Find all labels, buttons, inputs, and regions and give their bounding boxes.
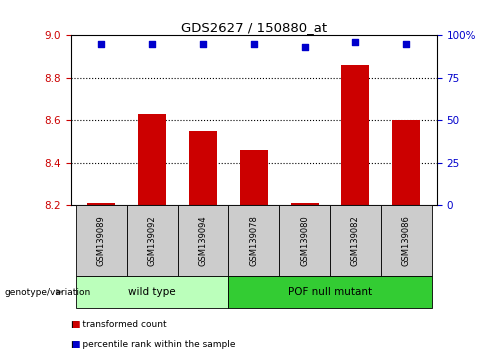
Text: GSM139094: GSM139094 [199,215,207,266]
Point [97,41,105,47]
Text: ■: ■ [71,340,79,349]
Bar [127,205,178,276]
Bar [228,205,279,276]
Bar [87,203,115,205]
Bar [178,205,228,276]
Bar [291,203,319,205]
Text: GSM139092: GSM139092 [147,215,157,266]
Bar [76,276,228,308]
Text: GSM139086: GSM139086 [402,215,411,266]
Text: GSM139080: GSM139080 [300,215,309,266]
Bar [189,131,217,205]
Text: wild type: wild type [128,287,176,297]
Title: GDS2627 / 150880_at: GDS2627 / 150880_at [181,21,327,34]
Text: ■ transformed count: ■ transformed count [71,320,166,329]
Bar [240,150,268,205]
Bar [228,276,432,308]
Bar [279,205,330,276]
Point [199,41,207,47]
Text: GSM139082: GSM139082 [351,215,360,266]
Bar [138,114,166,205]
Bar [392,120,420,205]
Text: ■ percentile rank within the sample: ■ percentile rank within the sample [71,340,235,349]
Text: GSM139078: GSM139078 [249,215,258,266]
Point [402,41,410,47]
Point [351,39,359,45]
Bar [381,205,432,276]
Bar [330,205,381,276]
Text: POF null mutant: POF null mutant [288,287,372,297]
Text: genotype/variation: genotype/variation [5,287,91,297]
Point [250,41,258,47]
Bar [342,65,369,205]
Bar [76,205,127,276]
Point [148,41,156,47]
Text: GSM139089: GSM139089 [97,215,106,266]
Text: ■: ■ [71,320,79,329]
Point [301,45,308,50]
